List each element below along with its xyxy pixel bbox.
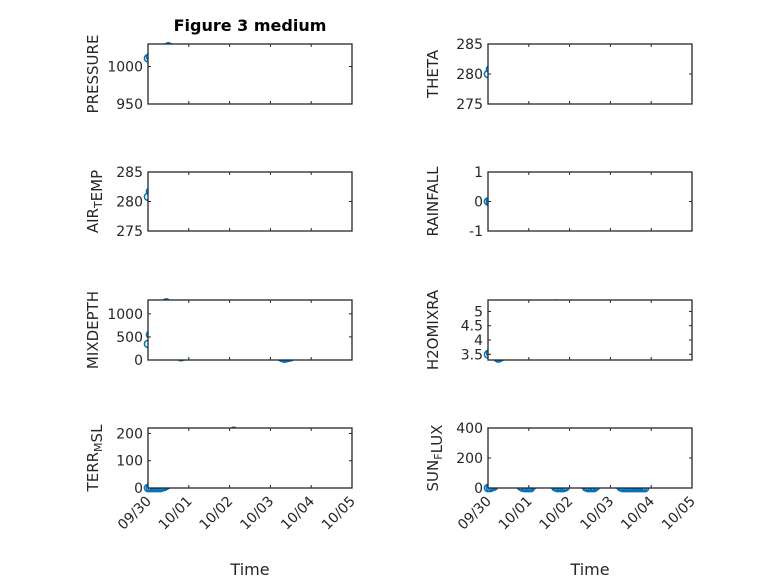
axes-frame — [147, 299, 353, 361]
x-tick-label: 10/03 — [577, 494, 617, 534]
y-tick-label: 100 — [116, 454, 143, 470]
y-tick-label: 200 — [456, 451, 483, 467]
y-tick-label: 275 — [456, 97, 483, 113]
y-axis-label: PRESSURE — [84, 35, 102, 114]
y-tick-label: 4.5 — [461, 319, 483, 335]
y-axis-label: H2OMIXRA — [424, 289, 442, 370]
y-tick-label: 285 — [116, 165, 143, 181]
y-tick-label: 3.5 — [461, 347, 483, 363]
y-axis-label: THETA — [424, 49, 442, 99]
x-tick-label: 09/30 — [115, 494, 155, 534]
y-axis-label: MIXDEPTH — [84, 291, 102, 369]
y-tick-label: 0 — [134, 481, 143, 497]
axes-frame — [487, 299, 693, 361]
x-tick-label: 10/04 — [278, 493, 318, 533]
x-tick-label: 10/01 — [156, 494, 196, 534]
y-tick-label: 280 — [116, 195, 143, 211]
figure-title: Figure 3 medium — [174, 16, 327, 35]
x-tick-label: 10/03 — [237, 494, 277, 534]
y-tick-label: 0 — [134, 353, 143, 369]
y-tick-label: 400 — [456, 421, 483, 437]
axes-frame — [487, 43, 693, 105]
x-tick-label: 10/05 — [319, 494, 359, 534]
y-tick-label: 5 — [474, 304, 483, 320]
axes-frame — [487, 171, 693, 232]
subplot-sun-flux: 0 200 400 SUNFLUX — [424, 421, 693, 497]
subplot-terr-msl: 0 100 200 TERRMSL — [84, 424, 353, 497]
y-tick-label: 285 — [456, 37, 483, 53]
subplot-air-temp: 275 280 285 AIRTEMP — [84, 165, 353, 240]
y-tick-label: -1 — [469, 224, 483, 240]
y-tick-label: 280 — [456, 67, 483, 83]
y-tick-label: 4 — [474, 333, 483, 349]
y-axis-label: TERRMSL — [84, 424, 106, 493]
subplot-pressure: 950 1000 PRESSURE Figure 3 medium — [84, 16, 353, 114]
x-tick-label: 10/02 — [197, 494, 237, 534]
subplot-h2omixra: 3.544.55 H2OMIXRA — [424, 289, 693, 370]
y-tick-label: 950 — [116, 97, 143, 113]
y-tick-label: 0 — [474, 195, 483, 211]
x-axis-label: Time — [569, 560, 609, 579]
x-tick-label: 09/30 — [455, 494, 495, 534]
axes-frame — [147, 427, 353, 489]
x-tick-label: 10/02 — [537, 494, 577, 534]
axes-frame — [147, 171, 353, 232]
y-tick-label: 275 — [116, 224, 143, 240]
y-tick-label: 500 — [116, 330, 143, 346]
y-axis-label: AIRTEMP — [84, 170, 106, 233]
y-tick-label: 200 — [116, 426, 143, 442]
x-tick-label: 10/04 — [618, 493, 658, 533]
y-tick-label: 0 — [474, 481, 483, 497]
y-tick-label: 1 — [474, 165, 483, 181]
axes-frame — [147, 43, 353, 105]
y-axis-label: SUNFLUX — [424, 425, 446, 492]
x-axis-label: Time — [229, 560, 269, 579]
y-tick-label: 1000 — [107, 307, 143, 323]
y-axis-label: RAINFALL — [424, 166, 442, 237]
subplot-theta: 275 280 285 THETA — [424, 37, 693, 113]
x-tick-label: 10/01 — [496, 494, 536, 534]
subplot-mixdepth: 0 500 1000 MIXDEPTH — [84, 291, 353, 369]
axes-frame — [487, 427, 693, 489]
x-tick-label: 10/05 — [659, 494, 699, 534]
subplot-rainfall: -1 0 1 RAINFALL — [424, 165, 693, 240]
y-tick-label: 1000 — [107, 60, 143, 76]
